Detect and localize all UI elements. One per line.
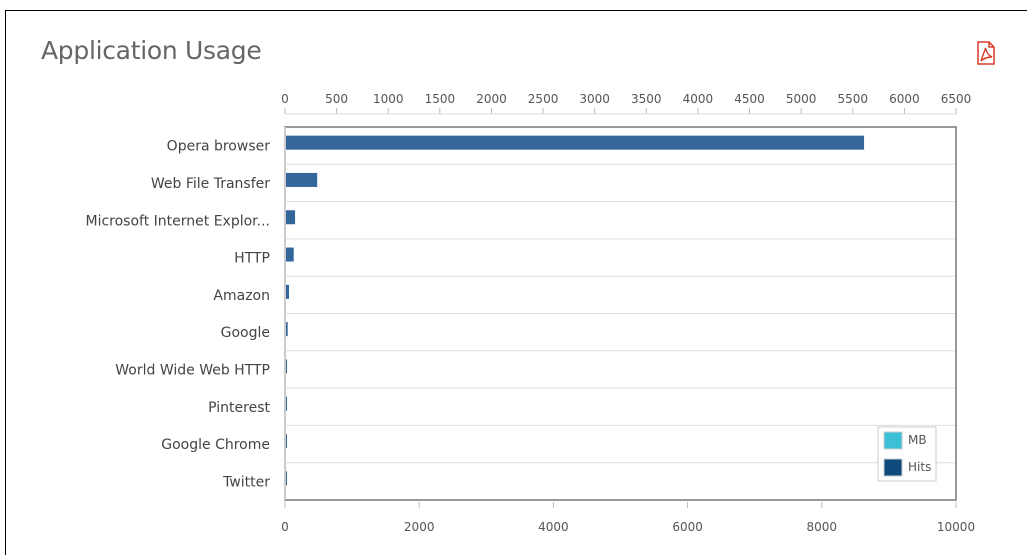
bottom-axis-tick-label: 0 — [281, 520, 289, 534]
top-axis-tick-label: 6000 — [889, 92, 920, 106]
category-label: HTTP — [234, 251, 270, 267]
page-title: Application Usage — [41, 36, 262, 65]
legend-label-mb: MB — [908, 433, 927, 447]
top-axis-tick-label: 4500 — [734, 92, 765, 106]
category-label: Google Chrome — [161, 437, 270, 453]
top-axis-tick-label: 1500 — [425, 92, 456, 106]
bottom-axis-tick-label: 2000 — [404, 520, 435, 534]
category-label: Web File Transfer — [151, 176, 270, 192]
top-axis-tick-label: 6500 — [941, 92, 972, 106]
bottom-axis-tick-label: 8000 — [807, 520, 838, 534]
category-label: World Wide Web HTTP — [115, 362, 270, 378]
category-label: Opera browser — [167, 139, 271, 155]
bar-hits — [285, 359, 288, 374]
bar-hits — [285, 172, 318, 187]
bar-hits — [285, 135, 865, 150]
category-label: Amazon — [213, 288, 270, 304]
top-axis-tick-label: 3500 — [631, 92, 662, 106]
bottom-axis-tick-label: 4000 — [538, 520, 569, 534]
category-label: Microsoft Internet Explor... — [86, 213, 271, 229]
bar-hits — [285, 210, 296, 225]
legend-swatch-mb — [883, 431, 903, 450]
widget-frame — [5, 10, 1027, 555]
top-axis-tick-label: 4000 — [683, 92, 714, 106]
bar-hits — [285, 322, 288, 337]
pdf-icon — [977, 41, 995, 65]
legend-swatch-hits — [883, 458, 903, 477]
pdf-export-button[interactable] — [973, 40, 999, 66]
bar-hits — [285, 284, 290, 299]
bar-hits — [285, 247, 294, 262]
top-axis-tick-label: 2000 — [476, 92, 507, 106]
top-axis-tick-label: 5500 — [837, 92, 868, 106]
top-axis-tick-label: 5000 — [786, 92, 817, 106]
category-label: Pinterest — [208, 400, 270, 416]
legend-label-hits: Hits — [908, 460, 931, 474]
top-axis-tick-label: 500 — [325, 92, 348, 106]
category-label: Twitter — [222, 474, 270, 490]
top-axis-tick-label: 2500 — [528, 92, 559, 106]
top-axis-tick-label: 0 — [281, 92, 289, 106]
bottom-axis-tick-label: 6000 — [672, 520, 703, 534]
top-axis-tick-label: 1000 — [373, 92, 404, 106]
category-label: Google — [221, 325, 270, 341]
top-axis-tick-label: 3000 — [579, 92, 610, 106]
bottom-axis-tick-label: 10000 — [937, 520, 975, 534]
